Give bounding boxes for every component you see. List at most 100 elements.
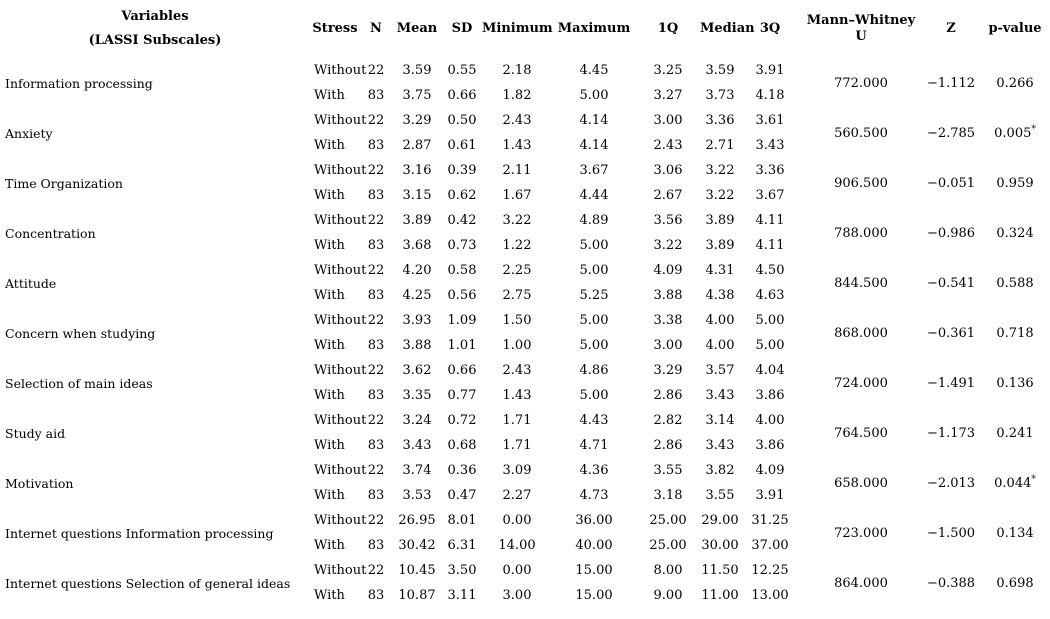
q3-value: 31.25 bbox=[751, 513, 789, 528]
maximum-value: 5.00 bbox=[579, 313, 609, 328]
q1-value: 3.22 bbox=[653, 238, 683, 253]
z-value: −0.388 bbox=[926, 575, 976, 591]
median-value: 3.36 bbox=[705, 113, 735, 128]
mean-value: 3.43 bbox=[402, 438, 432, 453]
stress-label: Without bbox=[314, 363, 367, 378]
sd-value: 0.58 bbox=[447, 263, 477, 278]
n-value: 22 bbox=[367, 363, 385, 378]
stress-label: Without bbox=[314, 163, 367, 178]
minimum-value: 1.43 bbox=[502, 138, 532, 153]
q1-value: 3.38 bbox=[653, 313, 683, 328]
sd-value: 3.50 bbox=[447, 563, 477, 578]
maximum-value: 5.00 bbox=[579, 338, 609, 353]
sd-value: 0.42 bbox=[447, 213, 477, 228]
mean-value: 4.20 bbox=[402, 263, 432, 278]
table-row-without: Internet questions Selection of general … bbox=[0, 558, 1050, 591]
maximum-value: 4.44 bbox=[579, 188, 609, 203]
table-body: Information processing Without 22 3.59 0… bbox=[0, 58, 1050, 608]
sd-value: 0.36 bbox=[447, 463, 477, 478]
median-value: 3.43 bbox=[705, 388, 735, 403]
sd-value: 0.61 bbox=[447, 138, 477, 153]
table-row-with: With 83 10.87 3.11 3.00 15.00 9.00 11.00… bbox=[0, 583, 1050, 608]
variable-name: Internet questions Information processin… bbox=[5, 525, 274, 541]
q1-value: 25.00 bbox=[649, 538, 687, 553]
n-value: 22 bbox=[367, 163, 385, 178]
minimum-value: 1.71 bbox=[502, 438, 532, 453]
n-value: 22 bbox=[367, 313, 385, 328]
median-value: 3.57 bbox=[705, 363, 735, 378]
median-value: 3.73 bbox=[705, 88, 735, 103]
minimum-value: 1.43 bbox=[502, 388, 532, 403]
q3-value: 37.00 bbox=[751, 538, 789, 553]
n-value: 22 bbox=[367, 213, 385, 228]
z-value: −0.986 bbox=[926, 225, 976, 241]
q1-value: 2.67 bbox=[653, 188, 683, 203]
q1-value: 3.56 bbox=[653, 213, 683, 228]
q1-value: 8.00 bbox=[653, 563, 683, 578]
sd-value: 0.77 bbox=[447, 388, 477, 403]
table-row-without: Selection of main ideas Without 22 3.62 … bbox=[0, 358, 1050, 391]
q3-value: 4.11 bbox=[755, 213, 785, 228]
q1-value: 3.00 bbox=[653, 338, 683, 353]
table-row-with: With 83 3.53 0.47 2.27 4.73 3.18 3.55 3.… bbox=[0, 483, 1050, 508]
mean-value: 2.87 bbox=[402, 138, 432, 153]
q3-value: 3.67 bbox=[755, 188, 785, 203]
n-value: 83 bbox=[367, 288, 385, 303]
minimum-value: 1.71 bbox=[502, 413, 532, 428]
p-value: 0.044* bbox=[994, 474, 1036, 491]
z-value: −1.112 bbox=[926, 75, 976, 91]
median-value: 3.43 bbox=[705, 438, 735, 453]
table-row-without: Concentration Without 22 3.89 0.42 3.22 … bbox=[0, 208, 1050, 241]
col-header-variables: Variables (LASSI Subscales) bbox=[0, 0, 310, 58]
maximum-value: 4.45 bbox=[579, 63, 609, 78]
maximum-value: 5.00 bbox=[579, 388, 609, 403]
n-value: 22 bbox=[367, 263, 385, 278]
q3-value: 4.63 bbox=[755, 288, 785, 303]
sd-value: 0.72 bbox=[447, 413, 477, 428]
mean-value: 3.89 bbox=[402, 213, 432, 228]
table-row-with: With 83 3.75 0.66 1.82 5.00 3.27 3.73 4.… bbox=[0, 83, 1050, 108]
stress-label: With bbox=[314, 488, 345, 503]
col-header-1q: 1Q bbox=[657, 21, 679, 37]
sd-value: 8.01 bbox=[447, 513, 477, 528]
sd-value: 0.62 bbox=[447, 188, 477, 203]
stress-label: Without bbox=[314, 263, 367, 278]
q3-value: 4.11 bbox=[755, 238, 785, 253]
q1-value: 3.18 bbox=[653, 488, 683, 503]
col-header-sd: SD bbox=[451, 21, 473, 37]
stress-label: Without bbox=[314, 563, 367, 578]
q3-value: 12.25 bbox=[751, 563, 789, 578]
col-header-3q: 3Q bbox=[759, 21, 781, 37]
n-value: 22 bbox=[367, 63, 385, 78]
sd-value: 0.47 bbox=[447, 488, 477, 503]
p-value: 0.136 bbox=[996, 375, 1034, 391]
significance-asterisk: * bbox=[1031, 474, 1036, 485]
maximum-value: 4.36 bbox=[579, 463, 609, 478]
stress-label: Without bbox=[314, 413, 367, 428]
mann-whitney-u-value: 764.500 bbox=[834, 425, 888, 441]
z-value: −1.500 bbox=[926, 525, 976, 541]
n-value: 83 bbox=[367, 88, 385, 103]
maximum-value: 40.00 bbox=[575, 538, 613, 553]
variables-header-line2: (LASSI Subscales) bbox=[88, 33, 222, 48]
table-row-without: Internet questions Information processin… bbox=[0, 508, 1050, 541]
q3-value: 4.04 bbox=[755, 363, 785, 378]
maximum-value: 5.25 bbox=[579, 288, 609, 303]
median-value: 29.00 bbox=[701, 513, 739, 528]
variable-name: Anxiety bbox=[5, 125, 53, 141]
minimum-value: 3.22 bbox=[502, 213, 532, 228]
minimum-value: 1.67 bbox=[502, 188, 532, 203]
col-header-stress: Stress bbox=[312, 21, 358, 37]
maximum-value: 4.43 bbox=[579, 413, 609, 428]
minimum-value: 2.27 bbox=[502, 488, 532, 503]
col-header-median: Median bbox=[700, 21, 755, 37]
median-value: 3.22 bbox=[705, 188, 735, 203]
sd-value: 6.31 bbox=[447, 538, 477, 553]
z-value: −2.785 bbox=[926, 125, 976, 141]
table-header: Variables (LASSI Subscales) Stress N Mea… bbox=[0, 0, 1050, 58]
maximum-value: 15.00 bbox=[575, 588, 613, 603]
median-value: 30.00 bbox=[701, 538, 739, 553]
stress-label: Without bbox=[314, 63, 367, 78]
median-value: 4.38 bbox=[705, 288, 735, 303]
q3-value: 3.43 bbox=[755, 138, 785, 153]
